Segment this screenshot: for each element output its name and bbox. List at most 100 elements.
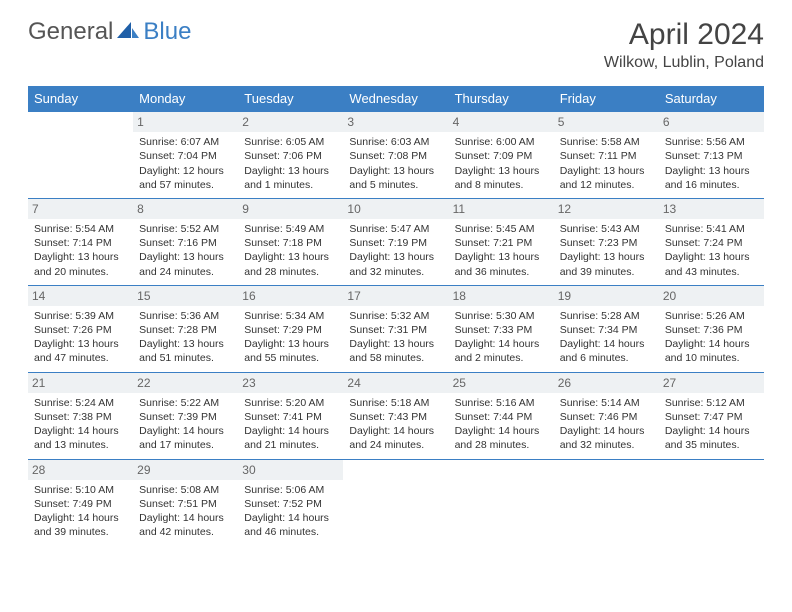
day-number: 2	[238, 112, 343, 132]
calendar-day-cell: 22Sunrise: 5:22 AMSunset: 7:39 PMDayligh…	[133, 372, 238, 459]
sunrise-line: Sunrise: 6:05 AM	[244, 135, 337, 149]
day-number: 6	[659, 112, 764, 132]
sunset-line: Sunset: 7:49 PM	[34, 497, 127, 511]
title-block: April 2024 Wilkow, Lublin, Poland	[604, 18, 764, 72]
day-number: 16	[238, 286, 343, 306]
calendar-day-cell: 16Sunrise: 5:34 AMSunset: 7:29 PMDayligh…	[238, 285, 343, 372]
calendar-day-cell: .	[659, 459, 764, 545]
sunset-line: Sunset: 7:39 PM	[139, 410, 232, 424]
calendar-day-cell: .	[28, 112, 133, 199]
location-text: Wilkow, Lublin, Poland	[604, 54, 764, 72]
sunrise-line: Sunrise: 5:16 AM	[455, 396, 548, 410]
calendar-day-cell: 20Sunrise: 5:26 AMSunset: 7:36 PMDayligh…	[659, 285, 764, 372]
daylight-line: Daylight: 13 hours and 32 minutes.	[349, 250, 442, 278]
calendar-day-cell: 24Sunrise: 5:18 AMSunset: 7:43 PMDayligh…	[343, 372, 448, 459]
day-number: 30	[238, 460, 343, 480]
sunset-line: Sunset: 7:31 PM	[349, 323, 442, 337]
sunset-line: Sunset: 7:24 PM	[665, 236, 758, 250]
calendar-day-cell: .	[449, 459, 554, 545]
sunrise-line: Sunrise: 5:34 AM	[244, 309, 337, 323]
day-number: 5	[554, 112, 659, 132]
sunset-line: Sunset: 7:19 PM	[349, 236, 442, 250]
calendar-week-row: 14Sunrise: 5:39 AMSunset: 7:26 PMDayligh…	[28, 285, 764, 372]
calendar-week-row: .1Sunrise: 6:07 AMSunset: 7:04 PMDayligh…	[28, 112, 764, 199]
sunset-line: Sunset: 7:04 PM	[139, 149, 232, 163]
day-number: 11	[449, 199, 554, 219]
sunset-line: Sunset: 7:38 PM	[34, 410, 127, 424]
sunset-line: Sunset: 7:52 PM	[244, 497, 337, 511]
weekday-header: Thursday	[449, 86, 554, 112]
weekday-header: Wednesday	[343, 86, 448, 112]
calendar-day-cell: 9Sunrise: 5:49 AMSunset: 7:18 PMDaylight…	[238, 198, 343, 285]
sunrise-line: Sunrise: 6:07 AM	[139, 135, 232, 149]
sunset-line: Sunset: 7:26 PM	[34, 323, 127, 337]
calendar-day-cell: 26Sunrise: 5:14 AMSunset: 7:46 PMDayligh…	[554, 372, 659, 459]
day-number: 15	[133, 286, 238, 306]
brand-text-2: Blue	[143, 18, 191, 46]
calendar-day-cell: 30Sunrise: 5:06 AMSunset: 7:52 PMDayligh…	[238, 459, 343, 545]
daylight-line: Daylight: 14 hours and 42 minutes.	[139, 511, 232, 539]
sunrise-line: Sunrise: 5:14 AM	[560, 396, 653, 410]
daylight-line: Daylight: 13 hours and 12 minutes.	[560, 164, 653, 192]
daylight-line: Daylight: 14 hours and 21 minutes.	[244, 424, 337, 452]
daylight-line: Daylight: 12 hours and 57 minutes.	[139, 164, 232, 192]
sunrise-line: Sunrise: 5:28 AM	[560, 309, 653, 323]
calendar-day-cell: 18Sunrise: 5:30 AMSunset: 7:33 PMDayligh…	[449, 285, 554, 372]
day-number: 29	[133, 460, 238, 480]
calendar-day-cell: 7 Sunrise: 5:54 AMSunset: 7:14 PMDaylight…	[28, 198, 133, 285]
daylight-line: Daylight: 14 hours and 2 minutes.	[455, 337, 548, 365]
calendar-day-cell: 3Sunrise: 6:03 AMSunset: 7:08 PMDaylight…	[343, 112, 448, 199]
sunset-line: Sunset: 7:11 PM	[560, 149, 653, 163]
sunrise-line: Sunrise: 5:58 AM	[560, 135, 653, 149]
sunrise-line: Sunrise: 5:26 AM	[665, 309, 758, 323]
day-number: 7	[28, 199, 133, 219]
weekday-header: Monday	[133, 86, 238, 112]
sunrise-line: Sunrise: 5:06 AM	[244, 483, 337, 497]
sunset-line: Sunset: 7:28 PM	[139, 323, 232, 337]
sunrise-line: Sunrise: 5:45 AM	[455, 222, 548, 236]
calendar-week-row: 28Sunrise: 5:10 AMSunset: 7:49 PMDayligh…	[28, 459, 764, 545]
calendar-day-cell: 13Sunrise: 5:41 AMSunset: 7:24 PMDayligh…	[659, 198, 764, 285]
day-number: 9	[238, 199, 343, 219]
daylight-line: Daylight: 13 hours and 20 minutes.	[34, 250, 127, 278]
daylight-line: Daylight: 14 hours and 28 minutes.	[455, 424, 548, 452]
sunset-line: Sunset: 7:44 PM	[455, 410, 548, 424]
calendar-day-cell: 19Sunrise: 5:28 AMSunset: 7:34 PMDayligh…	[554, 285, 659, 372]
calendar-day-cell: 1 Sunrise: 6:07 AMSunset: 7:04 PMDaylight…	[133, 112, 238, 199]
sunset-line: Sunset: 7:43 PM	[349, 410, 442, 424]
sunrise-line: Sunrise: 5:41 AM	[665, 222, 758, 236]
brand-logo: General Blue	[28, 18, 191, 46]
sunset-line: Sunset: 7:08 PM	[349, 149, 442, 163]
daylight-line: Daylight: 13 hours and 58 minutes.	[349, 337, 442, 365]
sunrise-line: Sunrise: 6:00 AM	[455, 135, 548, 149]
calendar-day-cell: 29Sunrise: 5:08 AMSunset: 7:51 PMDayligh…	[133, 459, 238, 545]
brand-text-1: General	[28, 18, 113, 46]
weekday-header: Sunday	[28, 86, 133, 112]
sunset-line: Sunset: 7:13 PM	[665, 149, 758, 163]
sunset-line: Sunset: 7:33 PM	[455, 323, 548, 337]
day-number: 18	[449, 286, 554, 306]
calendar-week-row: 7Sunrise: 5:54 AMSunset: 7:14 PMDaylight…	[28, 198, 764, 285]
day-number: 20	[659, 286, 764, 306]
daylight-line: Daylight: 13 hours and 43 minutes.	[665, 250, 758, 278]
day-number: 27	[659, 373, 764, 393]
sunset-line: Sunset: 7:14 PM	[34, 236, 127, 250]
daylight-line: Daylight: 14 hours and 32 minutes.	[560, 424, 653, 452]
sunrise-line: Sunrise: 5:10 AM	[34, 483, 127, 497]
calendar-day-cell: 8Sunrise: 5:52 AMSunset: 7:16 PMDaylight…	[133, 198, 238, 285]
sunset-line: Sunset: 7:16 PM	[139, 236, 232, 250]
calendar-day-cell: 23Sunrise: 5:20 AMSunset: 7:41 PMDayligh…	[238, 372, 343, 459]
day-number: 24	[343, 373, 448, 393]
header: General Blue April 2024 Wilkow, Lublin, …	[28, 18, 764, 72]
calendar-body: .1Sunrise: 6:07 AMSunset: 7:04 PMDayligh…	[28, 112, 764, 546]
daylight-line: Daylight: 13 hours and 55 minutes.	[244, 337, 337, 365]
sunrise-line: Sunrise: 5:43 AM	[560, 222, 653, 236]
calendar-day-cell: 25Sunrise: 5:16 AMSunset: 7:44 PMDayligh…	[449, 372, 554, 459]
sunset-line: Sunset: 7:41 PM	[244, 410, 337, 424]
daylight-line: Daylight: 13 hours and 16 minutes.	[665, 164, 758, 192]
day-number: 1	[133, 112, 238, 132]
calendar-day-cell: 14Sunrise: 5:39 AMSunset: 7:26 PMDayligh…	[28, 285, 133, 372]
sunrise-line: Sunrise: 5:54 AM	[34, 222, 127, 236]
calendar-day-cell: 15Sunrise: 5:36 AMSunset: 7:28 PMDayligh…	[133, 285, 238, 372]
calendar-day-cell: 17Sunrise: 5:32 AMSunset: 7:31 PMDayligh…	[343, 285, 448, 372]
